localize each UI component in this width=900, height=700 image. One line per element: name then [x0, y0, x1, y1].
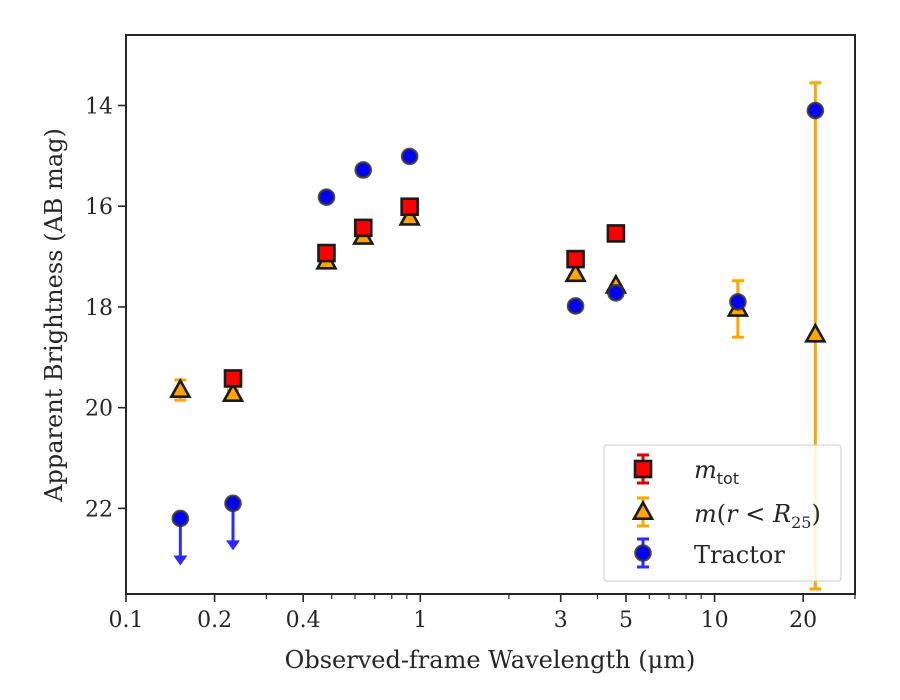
tractor-point-3 — [354, 161, 373, 179]
x-axis-label: Observed-frame Wavelength (μm) — [285, 646, 696, 674]
mr25-point-4 — [398, 205, 421, 226]
mtot-point-4 — [400, 197, 419, 217]
legend-label-tractor: Tractor — [694, 541, 785, 569]
tractor-limit-arrowhead-1 — [226, 540, 241, 551]
x-tick-label-7: 20 — [789, 608, 817, 633]
tractor-limit-arrowhead-0 — [173, 555, 188, 566]
tractor-point-5 — [566, 297, 585, 315]
axis-ticks: 0.1 0.2 0.4 1 3 5 10 20 14 16 18 20 22 — [85, 95, 856, 633]
legend-box — [603, 444, 842, 582]
x-tick-label-2: 0.4 — [286, 608, 321, 633]
mr25-point-1 — [221, 381, 245, 403]
mtot-point-5 — [566, 249, 585, 269]
y-axis-label: Apparent Brightness (AB mag) — [40, 128, 68, 503]
legend-marker-mr25 — [631, 499, 655, 520]
y-tick-label-2: 18 — [85, 296, 113, 321]
tractor-point-7 — [729, 293, 747, 311]
tractor-point-0 — [171, 509, 190, 528]
x-tick-label-4: 3 — [554, 608, 568, 633]
tractor-point-1 — [224, 494, 242, 513]
x-tick-label-0: 0.1 — [109, 608, 144, 633]
y-tick-label-4: 22 — [85, 497, 113, 522]
mr25-point-0 — [169, 377, 192, 398]
legend-marker-mtot — [633, 459, 653, 479]
legend-markers — [631, 453, 655, 569]
legend-label-mtot: mtot — [694, 456, 739, 488]
mtot-point-3 — [353, 218, 373, 238]
mr25-point-5 — [564, 262, 587, 283]
mr25-point-8 — [804, 322, 827, 343]
mtot-point-2 — [317, 243, 336, 263]
legend-label-mr25: m(r < R25) — [694, 500, 821, 532]
tractor-point-8 — [806, 101, 825, 120]
legend: mtot m(r < R25) Tractor — [603, 444, 842, 582]
x-tick-label-3: 1 — [413, 608, 427, 633]
plot-frame — [125, 34, 856, 595]
x-tick-label-1: 0.2 — [197, 608, 232, 633]
mtot-point-1 — [223, 369, 243, 388]
y-tick-label-0: 14 — [85, 95, 113, 120]
y-tick-label-1: 16 — [85, 195, 113, 220]
y-tick-label-3: 20 — [85, 397, 113, 422]
mtot-point-6 — [606, 224, 626, 243]
legend-marker-tractor — [634, 544, 652, 562]
tractor-point-4 — [400, 147, 419, 166]
tractor-point-2 — [317, 188, 336, 206]
x-tick-label-6: 10 — [701, 608, 729, 633]
x-tick-label-5: 5 — [619, 608, 633, 633]
tractor-point-6 — [607, 284, 625, 302]
